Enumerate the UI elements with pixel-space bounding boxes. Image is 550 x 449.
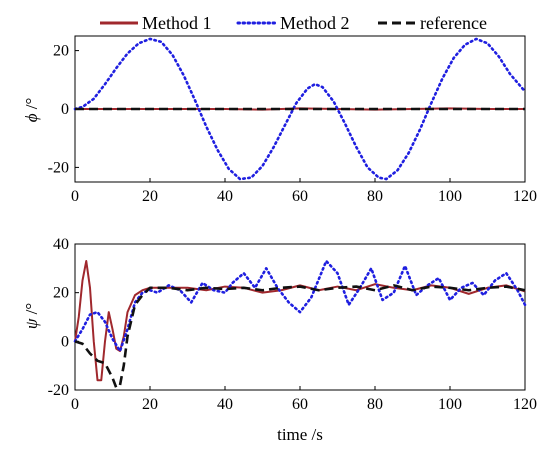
psi-x-tick-label-40: 40 (217, 396, 233, 413)
legend: Method 1 Method 2 reference (100, 13, 487, 33)
psi-axis-label: ψ /° (22, 303, 41, 329)
psi-x-tick-label-20: 20 (142, 396, 158, 413)
phi-x-tick-label-120: 120 (513, 188, 537, 205)
psi-plot-frame (74, 243, 526, 391)
psi-x-tick-label-0: 0 (71, 396, 79, 413)
phi-x-tick-label-100: 100 (438, 188, 462, 205)
psi-y-tick-label--20: -20 (48, 382, 69, 399)
phi-y-tick-label-0: 0 (61, 101, 69, 118)
psi-unit: /° (22, 303, 41, 319)
legend-label-method-1: Method 1 (142, 13, 212, 33)
phi-series (73, 37, 527, 181)
phi-unit: /° (22, 98, 41, 114)
psi-series-method-1 (74, 260, 526, 382)
psi-series-method-2 (73, 259, 527, 353)
phi-symbol: ϕ (22, 113, 41, 122)
psi-series-reference (74, 284, 526, 389)
psi-x-tick-label-100: 100 (438, 396, 462, 413)
psi-x-tick-label-80: 80 (367, 396, 383, 413)
phi-y-tick-label--20: -20 (48, 159, 69, 176)
legend-label-reference: reference (420, 13, 487, 33)
psi-y-tick-label-20: 20 (53, 285, 69, 302)
psi-x-tick-label-60: 60 (292, 396, 308, 413)
psi-symbol: ψ (22, 318, 41, 329)
psi-x-tick-label-120: 120 (513, 396, 537, 413)
phi-x-tick-label-20: 20 (142, 188, 158, 205)
psi-y-tick-label-40: 40 (53, 236, 69, 253)
phi-x-tick-label-80: 80 (367, 188, 383, 205)
phi-x-tick-label-60: 60 (292, 188, 308, 205)
x-axis-label: time /s (277, 425, 323, 444)
phi-x-tick-label-0: 0 (71, 188, 79, 205)
phi-axis-label: ϕ /° (22, 98, 41, 123)
phi-series-method-2 (73, 37, 527, 181)
psi-y-tick-label-0: 0 (61, 333, 69, 350)
phi-y-tick-label-20: 20 (53, 43, 69, 60)
legend-label-method-2: Method 2 (280, 13, 350, 33)
psi-series (73, 259, 527, 389)
phi-x-tick-label-40: 40 (217, 188, 233, 205)
